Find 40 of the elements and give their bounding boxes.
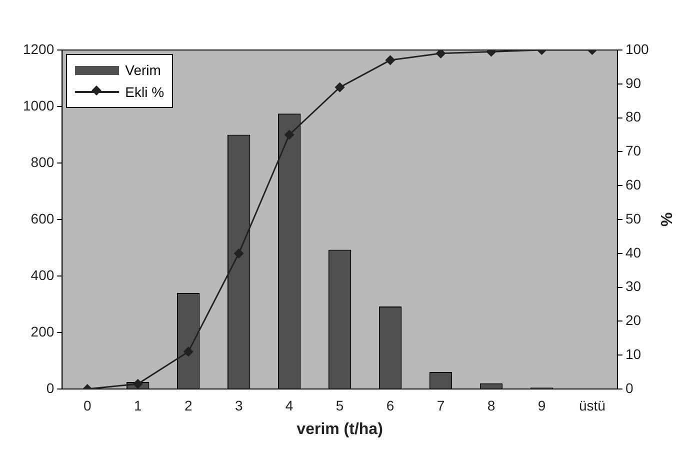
y2-tick-label: 70: [625, 142, 642, 159]
point: [386, 55, 396, 65]
y2-tick-label: 0: [625, 380, 634, 396]
x-tick-label: 2: [184, 397, 192, 414]
x-tick-label: üstü: [578, 397, 606, 414]
legend-label: Ekli %: [125, 83, 164, 102]
point: [335, 82, 345, 92]
y2-axis-title: %: [656, 212, 674, 227]
x-tick-label: 0: [83, 397, 92, 414]
y-tick-label: 200: [30, 323, 54, 340]
x-tick-label: 8: [487, 397, 496, 414]
x-tick-label: 7: [436, 397, 445, 414]
y-tick-label: 800: [30, 154, 54, 170]
y2-tick-label: 10: [625, 346, 642, 362]
x-tick-label: 9: [538, 397, 546, 414]
point: [133, 379, 143, 389]
y2-tick-label: 30: [625, 278, 642, 294]
point: [284, 130, 294, 140]
y2-tick-label: 80: [625, 108, 642, 125]
y-tick-label: 400: [30, 266, 54, 283]
y-tick-label: 1000: [22, 97, 54, 114]
y2-tick-label: 90: [625, 74, 642, 91]
y2-tick-label: 20: [625, 312, 642, 328]
y2-tick-label: 50: [625, 210, 642, 226]
point: [234, 248, 244, 258]
x-tick-label: 1: [134, 397, 142, 414]
x-tick-label: 3: [234, 397, 243, 414]
point: [436, 50, 446, 58]
y-tick-label: 0: [46, 380, 54, 396]
y-tick-label: 600: [30, 210, 54, 226]
legend-label: Verim: [125, 61, 161, 80]
x-tick-label: 5: [336, 397, 344, 414]
point: [184, 346, 194, 356]
y-tick-label: 1200: [22, 40, 54, 57]
x-tick-label: 6: [386, 397, 394, 414]
x-axis-title: verim (t/ha): [296, 420, 383, 438]
y2-tick-label: 100: [625, 40, 650, 57]
y2-tick-label: 60: [625, 176, 642, 192]
y2-tick-label: 40: [625, 244, 642, 260]
x-tick-label: 4: [285, 397, 294, 414]
